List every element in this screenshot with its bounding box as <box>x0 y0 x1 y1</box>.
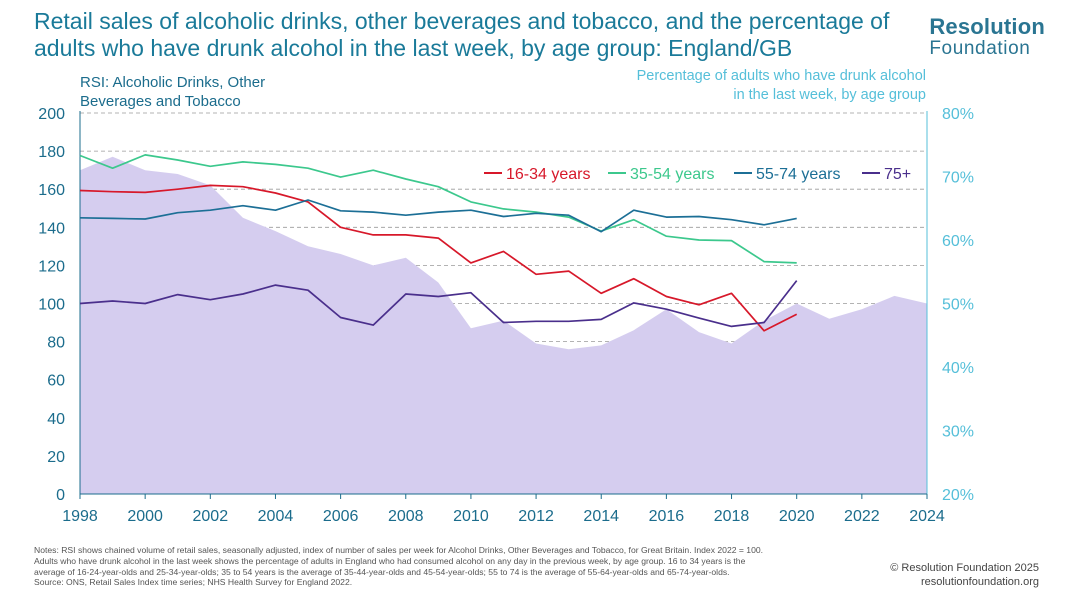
copyright-block: © Resolution Foundation 2025 resolutionf… <box>890 561 1039 589</box>
series-line-16-34-years <box>79 184 798 332</box>
x-tick-label: 2022 <box>844 508 880 525</box>
left-tick-label: 140 <box>38 220 65 237</box>
series-line-55-74-years <box>79 199 797 233</box>
x-tick-label: 2024 <box>909 508 945 525</box>
x-tick-label: 2008 <box>388 508 424 525</box>
x-tick-label: 2020 <box>779 508 815 525</box>
x-tick-label: 2016 <box>649 508 685 525</box>
left-tick-label: 100 <box>38 297 65 314</box>
left-tick-label: 160 <box>38 182 65 199</box>
left-tick-label: 200 <box>38 106 65 123</box>
x-tick-label: 2004 <box>258 508 294 525</box>
series-line-35-54-years <box>79 154 797 264</box>
x-tick-label: 2014 <box>583 508 619 525</box>
legend-label: 16-34 years <box>506 166 591 183</box>
website-link[interactable]: resolutionfoundation.org <box>920 576 1039 588</box>
footnotes: Notes: RSI shows chained volume of retai… <box>34 545 874 588</box>
right-tick-label: 20% <box>942 487 974 504</box>
legend-label: 35-54 years <box>630 166 715 183</box>
legend-label: 55-74 years <box>756 166 841 183</box>
left-tick-label: 180 <box>38 144 65 161</box>
note-line: Adults who have drunk alcohol in the las… <box>34 555 746 566</box>
x-tick-label: 2012 <box>518 508 554 525</box>
x-tick-label: 2018 <box>714 508 750 525</box>
note-line: Source: ONS, Retail Sales Index time ser… <box>34 577 353 588</box>
note-line: Notes: RSI shows chained volume of retai… <box>34 545 764 555</box>
rsi-area-fill <box>80 156 927 495</box>
resolution-foundation-logo: Resolution Foundation <box>929 14 1045 60</box>
left-axis-title: RSI: Alcoholic Drinks, Other Beverages a… <box>80 74 266 110</box>
series-lines <box>79 154 798 332</box>
x-tick-label: 2006 <box>323 508 359 525</box>
right-tick-label: 40% <box>942 360 974 377</box>
chart-title: Retail sales of alcoholic drinks, other … <box>34 8 890 61</box>
axes: 0 20 40 60 80 100 120 140 160 180 200 20% 30% 40% 50% 6… <box>38 106 974 525</box>
copyright-text: © Resolution Foundation 2025 <box>890 562 1039 574</box>
left-tick-label: 20 <box>47 449 65 466</box>
series-line-75- <box>79 280 798 328</box>
left-tick-label: 80 <box>47 335 65 352</box>
right-tick-label: 80% <box>942 106 974 123</box>
left-tick-label: 40 <box>47 411 65 428</box>
right-tick-label: 50% <box>942 297 974 314</box>
x-tick-label: 2000 <box>127 508 163 525</box>
note-line: average of 16-24-year-olds and 25-34-yea… <box>34 566 730 577</box>
x-tick-label: 2002 <box>193 508 229 525</box>
left-tick-label: 0 <box>56 487 65 504</box>
legend-label: 75+ <box>884 166 911 183</box>
logo-word-foundation: Foundation <box>929 38 1031 59</box>
right-axis-title: Percentage of adults who have drunk alco… <box>636 68 926 103</box>
right-tick-label: 70% <box>942 170 974 187</box>
x-tick-label: 1998 <box>62 508 98 525</box>
left-tick-label: 60 <box>47 373 65 390</box>
right-tick-label: 60% <box>942 233 974 250</box>
rsi-area <box>80 156 927 495</box>
logo-word-resolution: Resolution <box>929 14 1045 39</box>
left-tick-label: 120 <box>38 258 65 275</box>
chart-svg: 0 20 40 60 80 100 120 140 160 180 200 20% 30% 40% 50% 6… <box>38 106 974 525</box>
legend: 16-34 years 35-54 years 55-74 years 75+ <box>484 166 911 183</box>
right-tick-label: 30% <box>942 424 974 441</box>
x-tick-label: 2010 <box>453 508 489 525</box>
